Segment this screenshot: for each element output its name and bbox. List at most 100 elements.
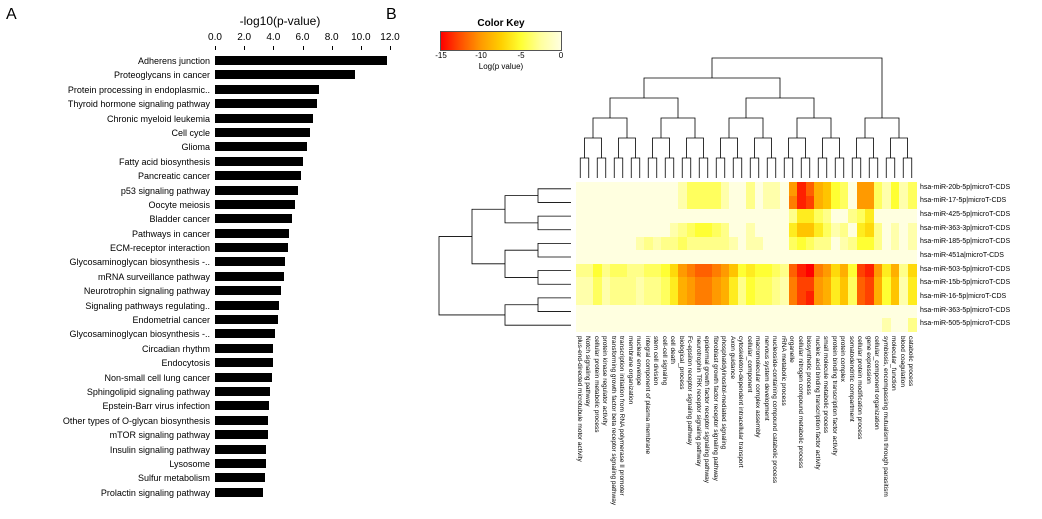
- heatmap-col-label: neurotrophin TRK receptor signaling path…: [695, 336, 702, 466]
- heatmap-col-label: organelle: [788, 336, 795, 363]
- pathway-label: mRNA surveillance pathway: [98, 270, 210, 284]
- dendrogram-branch: [891, 138, 908, 158]
- dendrogram-branch: [835, 158, 844, 178]
- heatmap-grid: [576, 182, 916, 332]
- dendrogram-branch: [687, 138, 704, 158]
- heatmap-cell: [908, 237, 917, 251]
- bar-row: p53 signaling pathway: [10, 184, 390, 198]
- heatmap-col-label: nervous system development: [763, 336, 770, 421]
- dendrogram-branch: [665, 158, 674, 178]
- heatmap-col-label: cell-cell signaling: [661, 336, 668, 385]
- heatmap-col-label: nuclear envelope: [635, 336, 642, 386]
- heatmap-cell: [908, 196, 917, 210]
- heatmap-row-label: hsa-miR-505-5p|microT-CDS: [920, 320, 1010, 327]
- panel-b-heatmap: Color Key -15-10-50 Log(p value) hsa-miR…: [396, 8, 1036, 514]
- dendrogram-branch: [852, 158, 861, 178]
- x-tick-label: 4.0: [266, 32, 280, 43]
- heatmap-col-label: Fc-epsilon receptor signaling pathway: [686, 336, 693, 445]
- x-tick-mark: [303, 46, 304, 50]
- bar-rect: [215, 286, 281, 295]
- dendrogram-branch: [597, 158, 606, 178]
- bar-rect: [215, 358, 273, 367]
- column-dendrogram: [576, 38, 916, 178]
- bar-row: Proteoglycans in cancer: [10, 68, 390, 82]
- dendrogram-branch: [729, 118, 763, 138]
- pathway-label: Adherens junction: [138, 54, 210, 68]
- heatmap-cell: [908, 305, 917, 319]
- bar-rect: [215, 142, 307, 151]
- dendrogram-branch: [789, 138, 806, 158]
- heatmap-col-label: cytoskeleton-dependent intracellular tra…: [737, 336, 744, 468]
- heatmap-cell: [908, 318, 917, 332]
- heatmap-col-label: cellular_component: [746, 336, 753, 392]
- bar-row: mTOR signaling pathway: [10, 428, 390, 442]
- bar-rect: [215, 329, 275, 338]
- bar-row: Prolactin signaling pathway: [10, 486, 390, 500]
- dendrogram-branch: [784, 158, 793, 178]
- dendrogram-branch: [505, 196, 538, 223]
- bar-rect: [215, 445, 266, 454]
- dendrogram-branch: [857, 138, 874, 158]
- dendrogram-branch: [801, 158, 810, 178]
- bar-rect: [215, 473, 265, 482]
- dendrogram-branch: [767, 158, 776, 178]
- bar-row: Glycosaminoglycan biosynthesis -..: [10, 327, 390, 341]
- dendrogram-branch: [580, 158, 589, 178]
- bar-row: Chronic myeloid leukemia: [10, 112, 390, 126]
- bar-rect: [215, 257, 285, 266]
- dendrogram-branch: [505, 305, 538, 325]
- bar-rect: [215, 114, 313, 123]
- bar-row: Endometrial cancer: [10, 313, 390, 327]
- pathway-label: Sphingolipid signaling pathway: [87, 385, 210, 399]
- x-tick-mark: [215, 46, 216, 50]
- x-tick-label: 0.0: [208, 32, 222, 43]
- bar-rect: [215, 157, 303, 166]
- bar-rect: [215, 99, 317, 108]
- dendrogram-branch: [538, 189, 571, 203]
- row-dendrogram: [406, 182, 571, 332]
- bar-row: ECM-receptor interaction: [10, 241, 390, 255]
- bar-row: Fatty acid biosynthesis: [10, 155, 390, 169]
- pathway-label: Glycosaminoglycan biosynthesis -..: [69, 327, 210, 341]
- bar-row: Lysosome: [10, 457, 390, 471]
- panel-a-x-tickmarks: [215, 46, 390, 52]
- x-tick-mark: [361, 46, 362, 50]
- heatmap-row-label: hsa-miR-20b-5p|microT-CDS: [920, 184, 1010, 191]
- heatmap-row-label: hsa-miR-425-5p|microT-CDS: [920, 211, 1010, 218]
- heatmap-col-label: plus-end-directed microtubule motor acti…: [576, 336, 583, 462]
- heatmap-col-label: blood coagulation: [899, 336, 906, 387]
- pathway-label: Neurotrophin signaling pathway: [84, 284, 210, 298]
- pathway-label: Endocytosis: [161, 356, 210, 370]
- bar-row: Bladder cancer: [10, 212, 390, 226]
- heatmap-cell: [908, 209, 917, 223]
- bar-rect: [215, 171, 301, 180]
- dendrogram-branch: [869, 158, 878, 178]
- color-key-axis-label: Log(p value): [436, 62, 566, 71]
- bar-rect: [215, 344, 273, 353]
- bar-rect: [215, 70, 355, 79]
- dendrogram-branch: [712, 58, 882, 78]
- dendrogram-branch: [750, 158, 759, 178]
- heatmap-col-label: symbiosis, encompassing mutualism throug…: [882, 336, 889, 497]
- pathway-label: Non-small cell lung cancer: [104, 371, 210, 385]
- dendrogram-branch: [818, 158, 827, 178]
- color-key-gradient: [440, 31, 562, 51]
- dendrogram-branch: [538, 271, 571, 285]
- bar-row: Other types of O-glycan biosynthesis: [10, 414, 390, 428]
- dendrogram-branch: [733, 158, 742, 178]
- dendrogram-branch: [439, 237, 472, 315]
- color-key-tick: -5: [517, 51, 524, 60]
- bar-rect: [215, 488, 263, 497]
- bar-row: Glycosaminoglycan biosynthesis -..: [10, 255, 390, 269]
- dendrogram-branch: [538, 298, 571, 312]
- heatmap-col-label: stem cell division: [652, 336, 659, 385]
- heatmap-col-label: fibroblast growth factor receptor signal…: [712, 336, 719, 481]
- heatmap-col-label: somatodendritic compartment: [848, 336, 855, 422]
- panel-a-bars: Adherens junctionProteoglycans in cancer…: [10, 54, 390, 500]
- dendrogram-branch: [631, 158, 640, 178]
- pathway-label: Pancreatic cancer: [138, 169, 210, 183]
- dendrogram-branch: [699, 158, 708, 178]
- dendrogram-branch: [610, 98, 678, 118]
- pathway-label: mTOR signaling pathway: [110, 428, 210, 442]
- dendrogram-branch: [721, 138, 738, 158]
